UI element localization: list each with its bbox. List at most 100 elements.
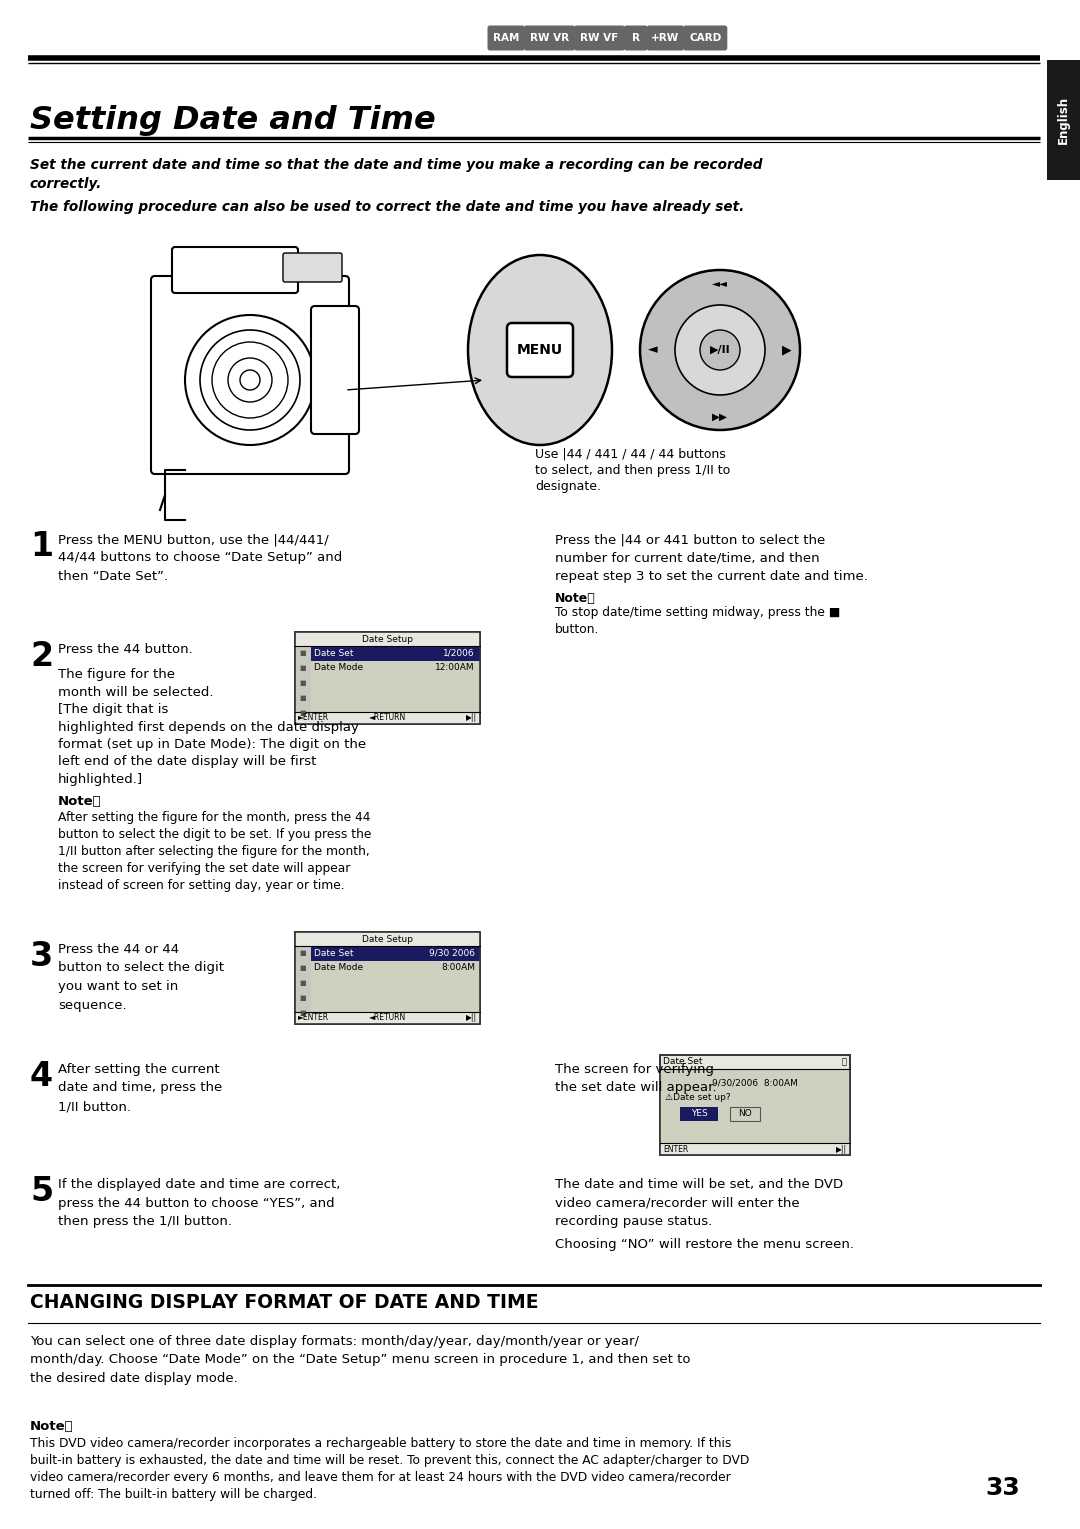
Text: The figure for the
month will be selected.
[The digit that is
highlighted first : The figure for the month will be selecte…: [58, 668, 366, 786]
Text: ■: ■: [299, 980, 307, 986]
Text: ■: ■: [299, 696, 307, 700]
Text: Press the MENU button, use the |44/441/
44/44 buttons to choose “Date Setup” and: Press the MENU button, use the |44/441/ …: [58, 534, 342, 583]
Text: NO: NO: [738, 1110, 752, 1119]
Text: Date Setup: Date Setup: [362, 635, 413, 644]
Text: 4: 4: [30, 1060, 53, 1093]
Text: 12:00AM: 12:00AM: [435, 664, 475, 673]
FancyBboxPatch shape: [730, 1107, 760, 1121]
FancyBboxPatch shape: [573, 26, 625, 50]
Text: You can select one of three date display formats: month/day/year, day/month/year: You can select one of three date display…: [30, 1335, 690, 1385]
FancyBboxPatch shape: [683, 26, 727, 50]
Text: CHANGING DISPLAY FORMAT OF DATE AND TIME: CHANGING DISPLAY FORMAT OF DATE AND TIME: [30, 1294, 539, 1312]
FancyBboxPatch shape: [172, 248, 298, 294]
Text: 1/2006: 1/2006: [444, 648, 475, 657]
Text: ⚠Date set up?: ⚠Date set up?: [665, 1093, 731, 1101]
Text: Note：: Note：: [555, 592, 596, 605]
FancyBboxPatch shape: [283, 252, 342, 281]
Text: Press the 44 or 44
button to select the digit
you want to set in
sequence.: Press the 44 or 44 button to select the …: [58, 943, 224, 1012]
FancyBboxPatch shape: [1047, 60, 1080, 180]
FancyBboxPatch shape: [487, 26, 525, 50]
Circle shape: [675, 304, 765, 394]
FancyBboxPatch shape: [295, 713, 480, 725]
Text: Date Mode: Date Mode: [314, 664, 363, 673]
Text: ▶||: ▶||: [836, 1145, 847, 1153]
Text: ■: ■: [299, 665, 307, 671]
FancyBboxPatch shape: [660, 1144, 850, 1154]
Text: Set the current date and time so that the date and time you make a recording can: Set the current date and time so that th…: [30, 157, 762, 191]
FancyBboxPatch shape: [295, 631, 480, 725]
Text: Press the 44 button.: Press the 44 button.: [58, 644, 192, 656]
FancyBboxPatch shape: [311, 306, 359, 434]
Text: Date Mode: Date Mode: [314, 963, 363, 972]
FancyBboxPatch shape: [151, 277, 349, 474]
Text: 3: 3: [30, 940, 53, 972]
Text: 8:00AM: 8:00AM: [441, 963, 475, 972]
FancyBboxPatch shape: [624, 26, 648, 50]
Text: Date Set: Date Set: [314, 648, 353, 657]
Text: After setting the figure for the month, press the 44
button to select the digit : After setting the figure for the month, …: [58, 810, 372, 891]
Circle shape: [228, 358, 272, 402]
Text: Note：: Note：: [58, 795, 102, 807]
Text: 1: 1: [30, 531, 53, 563]
FancyBboxPatch shape: [660, 1055, 850, 1154]
FancyBboxPatch shape: [647, 26, 684, 50]
Text: ■: ■: [299, 995, 307, 1001]
FancyBboxPatch shape: [295, 933, 480, 1024]
Text: to select, and then press 1/II to: to select, and then press 1/II to: [535, 463, 730, 477]
FancyBboxPatch shape: [295, 933, 480, 946]
Text: ►ENTER: ►ENTER: [298, 714, 329, 723]
Circle shape: [240, 370, 260, 390]
Text: After setting the current
date and time, press the
1/II button.: After setting the current date and time,…: [58, 1063, 222, 1113]
Text: MENU: MENU: [517, 342, 563, 356]
FancyBboxPatch shape: [524, 26, 575, 50]
Text: Date Setup: Date Setup: [362, 934, 413, 943]
Text: If the displayed date and time are correct,
press the 44 button to choose “YES”,: If the displayed date and time are corre…: [58, 1177, 340, 1228]
Text: RW VF: RW VF: [580, 34, 619, 43]
FancyBboxPatch shape: [295, 645, 311, 713]
Text: ■: ■: [299, 965, 307, 971]
FancyBboxPatch shape: [295, 946, 311, 1012]
Text: ■: ■: [299, 709, 307, 716]
Text: ◄: ◄: [648, 344, 658, 356]
Text: The screen for verifying
the set date will appear.: The screen for verifying the set date wi…: [555, 1063, 716, 1095]
Text: ◄RETURN: ◄RETURN: [369, 714, 406, 723]
Text: RW VR: RW VR: [530, 34, 569, 43]
FancyBboxPatch shape: [295, 631, 480, 645]
Text: Setting Date and Time: Setting Date and Time: [30, 106, 435, 136]
Text: This DVD video camera/recorder incorporates a rechargeable battery to store the : This DVD video camera/recorder incorpora…: [30, 1437, 750, 1501]
Text: 9/30 2006: 9/30 2006: [429, 948, 475, 957]
Text: Choosing “NO” will restore the menu screen.: Choosing “NO” will restore the menu scre…: [555, 1238, 854, 1251]
Circle shape: [640, 271, 800, 430]
Text: 9/30/2006  8:00AM: 9/30/2006 8:00AM: [712, 1078, 798, 1087]
Text: 📷: 📷: [842, 1058, 847, 1067]
Text: ◄RETURN: ◄RETURN: [369, 1014, 406, 1023]
FancyBboxPatch shape: [311, 946, 480, 962]
Text: ▶/II: ▶/II: [710, 346, 730, 355]
FancyBboxPatch shape: [311, 946, 480, 1012]
FancyBboxPatch shape: [507, 323, 573, 378]
Circle shape: [185, 315, 315, 445]
Text: 33: 33: [985, 1475, 1020, 1500]
FancyBboxPatch shape: [311, 645, 480, 713]
Text: Press the |44 or 441 button to select the
number for current date/time, and then: Press the |44 or 441 button to select th…: [555, 534, 868, 583]
Text: 2: 2: [30, 641, 53, 673]
Text: ▶▶: ▶▶: [712, 411, 728, 422]
Text: ▶||: ▶||: [465, 714, 477, 723]
Text: Date Set: Date Set: [663, 1058, 702, 1067]
Text: +RW: +RW: [651, 34, 679, 43]
Text: ENTER: ENTER: [663, 1145, 688, 1153]
Text: The date and time will be set, and the DVD
video camera/recorder will enter the
: The date and time will be set, and the D…: [555, 1177, 843, 1228]
Text: CARD: CARD: [689, 34, 721, 43]
Text: Use |44 / 441 / 44 / 44 buttons: Use |44 / 441 / 44 / 44 buttons: [535, 448, 726, 462]
Text: Date Set: Date Set: [314, 948, 353, 957]
Text: designate.: designate.: [535, 480, 600, 492]
Text: ■: ■: [299, 680, 307, 687]
Text: RAM: RAM: [492, 34, 519, 43]
Text: ▶||: ▶||: [465, 1014, 477, 1023]
Text: ◄◄: ◄◄: [712, 278, 728, 287]
Text: ■: ■: [299, 650, 307, 656]
Text: ▶: ▶: [782, 344, 792, 356]
Text: English: English: [1057, 96, 1070, 144]
FancyBboxPatch shape: [295, 1012, 480, 1024]
FancyBboxPatch shape: [660, 1069, 850, 1144]
